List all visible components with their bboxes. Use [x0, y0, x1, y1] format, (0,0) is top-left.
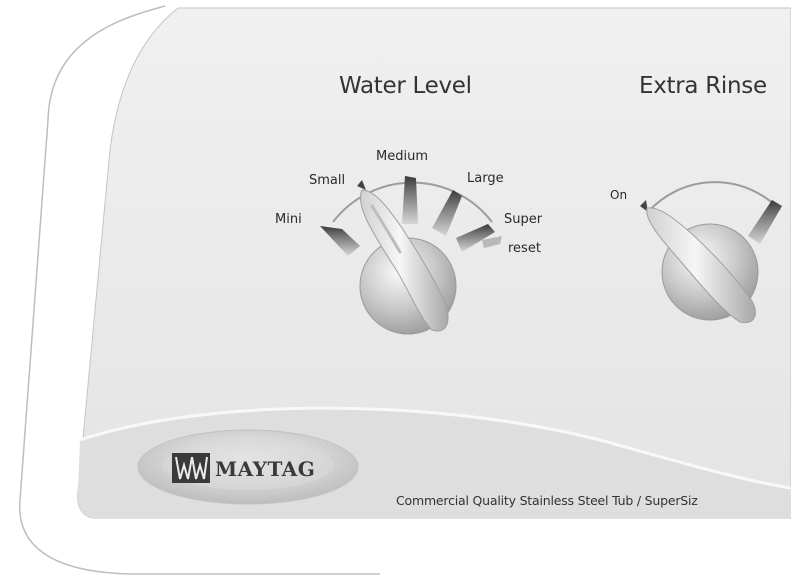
water-level-medium-label[interactable]: Medium [376, 149, 428, 164]
tagline: Commercial Quality Stainless Steel Tub /… [396, 493, 698, 508]
water-level-reset-label[interactable]: reset [508, 241, 541, 256]
maytag-logo-text: MAYTAG [215, 457, 316, 481]
water-level-super-label[interactable]: Super [504, 212, 543, 227]
water-level-knob[interactable] [360, 200, 460, 340]
water-level-large-label[interactable]: Large [467, 171, 504, 186]
maytag-logo-icon [172, 453, 210, 483]
extra-rinse-knob[interactable] [650, 205, 760, 330]
water-level-mini-label[interactable]: Mini [275, 212, 302, 227]
water-level-indicators [320, 176, 502, 256]
extra-rinse-title: Extra Rinse [639, 73, 767, 99]
extra-rinse-on-label[interactable]: On [610, 188, 628, 202]
water-level-title: Water Level [339, 73, 472, 99]
water-level-small-label[interactable]: Small [309, 173, 346, 188]
